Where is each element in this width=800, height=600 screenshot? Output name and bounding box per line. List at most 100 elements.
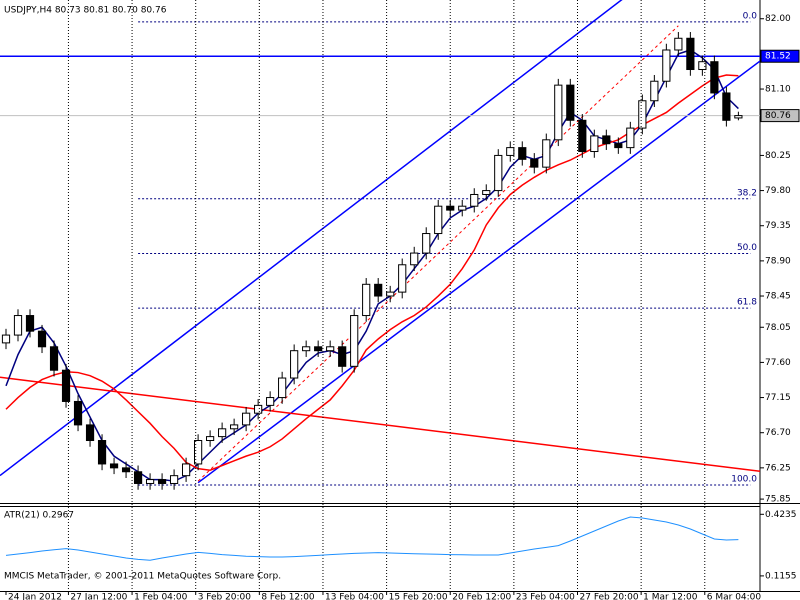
candle-body <box>626 127 635 149</box>
trendline <box>0 376 760 473</box>
y-tick-label: 78.90 <box>765 256 791 266</box>
y-tick-label: 81.10 <box>765 85 791 95</box>
y-tick-label: 82.00 <box>765 14 791 24</box>
moving-average <box>5 49 739 482</box>
trendline <box>197 25 679 482</box>
candle-body <box>85 424 95 442</box>
candle-body <box>674 37 683 51</box>
candle-body <box>338 346 347 367</box>
candle-body <box>374 283 383 297</box>
candle-body <box>590 135 599 153</box>
candle-body <box>206 436 215 442</box>
candle-body <box>602 135 611 145</box>
candle-body <box>554 84 563 141</box>
atr-line <box>5 516 739 561</box>
candle-body <box>362 283 371 317</box>
candle-body <box>314 346 323 352</box>
y-tick-label: 0.4235 <box>765 510 797 520</box>
candle-body <box>25 315 35 332</box>
x-tick-label: 27 Jan 12:00 <box>70 593 127 600</box>
x-tick-label: 20 Feb 12:00 <box>452 593 511 600</box>
candle-body <box>133 471 143 484</box>
fibo-label: 100.0 <box>731 475 757 485</box>
candle-body <box>446 205 455 211</box>
candle-body <box>278 377 287 399</box>
candle-body <box>169 475 179 484</box>
y-tick-label: 78.05 <box>765 323 791 333</box>
y-tick-label: 76.25 <box>765 463 791 473</box>
x-tick-label: 1 Mar 12:00 <box>643 593 698 600</box>
candle-body <box>61 369 71 402</box>
price-marker-label: 81.52 <box>765 52 791 62</box>
candle-body <box>97 440 107 465</box>
candle-body <box>326 346 335 352</box>
y-tick-label: 76.70 <box>765 428 791 438</box>
y-tick-label: 0.1155 <box>765 571 797 581</box>
candle-body <box>494 154 503 192</box>
fibo-label: 38.2 <box>737 188 757 198</box>
candle-body <box>542 139 551 168</box>
candle-body <box>566 84 575 121</box>
candle-body <box>470 193 479 207</box>
candle-body <box>218 428 227 438</box>
moving-average <box>5 74 739 471</box>
candle-body <box>13 315 23 336</box>
candle-body <box>578 119 587 153</box>
x-tick-label: 1 Feb 04:00 <box>134 593 188 600</box>
y-tick-label: 77.60 <box>765 358 791 368</box>
candle-body <box>73 400 83 426</box>
fibo-label: 0.0 <box>743 11 758 21</box>
candle-body <box>1 334 11 344</box>
price-marker <box>760 109 800 123</box>
fibo-label: 61.8 <box>737 298 757 308</box>
y-tick-label: 77.15 <box>765 393 791 403</box>
candle-body <box>181 463 191 477</box>
y-tick-label: 78.45 <box>765 292 791 302</box>
price-marker-label: 80.76 <box>765 111 791 121</box>
candle-body <box>710 61 719 94</box>
candle-body <box>37 330 47 348</box>
x-tick-label: 13 Feb 04:00 <box>325 593 384 600</box>
candle-body <box>109 463 119 469</box>
candle-body <box>434 205 443 235</box>
candle-body <box>722 92 731 121</box>
x-tick-label: 24 Jan 2012 <box>8 593 62 600</box>
plot-area: 0.0 38.2 50.0 61.8 100.0 <box>0 0 760 490</box>
candle-body <box>290 350 299 379</box>
candle-body <box>254 404 263 414</box>
candle-body <box>686 37 695 71</box>
candle-body <box>242 412 251 426</box>
candle-body <box>398 264 407 293</box>
x-tick-label: 15 Feb 20:00 <box>389 593 448 600</box>
indicator-label: ATR(21) 0.2967 <box>4 511 74 521</box>
candle-body <box>230 424 239 430</box>
candle-body <box>518 147 527 160</box>
candle-body <box>302 346 311 352</box>
candle-body <box>350 315 359 367</box>
candle-body <box>145 479 155 484</box>
footer: MMCIS MetaTrader, © 2001-2011 MetaQuotes… <box>4 572 281 582</box>
y-tick-label: 79.80 <box>765 186 791 196</box>
candle-body <box>49 346 59 371</box>
candle-body <box>650 80 659 102</box>
price-marker <box>760 49 800 63</box>
candle-body <box>614 143 623 149</box>
candle-body <box>266 397 275 406</box>
candle-body <box>121 467 131 473</box>
candle-body <box>194 440 203 465</box>
y-tick-label: 80.25 <box>765 151 791 161</box>
x-tick-label: 3 Feb 20:00 <box>198 593 252 600</box>
x-tick-label: 27 Feb 20:00 <box>580 593 639 600</box>
x-tick-label: 8 Feb 12:00 <box>261 593 315 600</box>
candle-body <box>506 147 515 156</box>
candle-body <box>662 49 671 82</box>
candle-body <box>482 190 491 195</box>
candle-body <box>638 100 647 129</box>
fibo-label: 50.0 <box>737 243 757 253</box>
candle-body <box>698 61 707 71</box>
y-tick-label: 79.35 <box>765 221 791 231</box>
x-tick-label: 6 Mar 04:00 <box>707 593 762 600</box>
candle-body <box>157 479 167 484</box>
